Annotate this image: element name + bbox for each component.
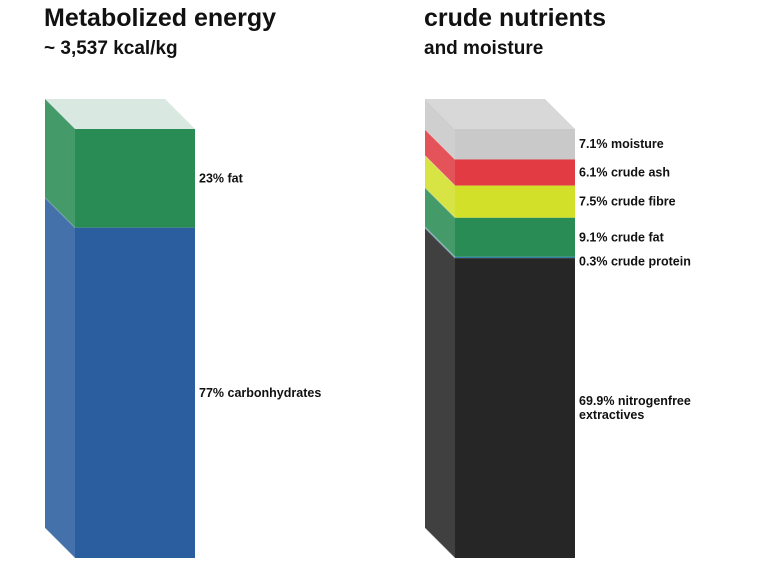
- chart-1-title: Metabolized energy: [44, 4, 276, 32]
- chart-1-segment-1: [75, 129, 195, 228]
- chart-2-label-3: 7.5% crude fibre: [579, 195, 676, 209]
- chart-2-label-2: 6.1% crude ash: [579, 166, 670, 180]
- chart-1-seam: [44, 527, 76, 559]
- chart-2-segment-3: [455, 185, 575, 218]
- chart-1-seam: [44, 197, 76, 229]
- chart-2-segment-1-side: [425, 99, 455, 160]
- chart-1-label-1: 23% fat: [199, 171, 244, 185]
- chart-2-seam: [424, 527, 456, 559]
- chart-2-segment-2: [455, 159, 575, 186]
- chart-1-segment-2: [75, 227, 195, 559]
- chart-2-segment-5: [455, 256, 575, 259]
- chart-1-segment-2-side: [45, 197, 75, 559]
- chart-2-segment-4: [455, 217, 575, 257]
- chart-2-label-4: 9.1% crude fat: [579, 230, 665, 244]
- chart-2-subtitle: and moisture: [424, 38, 544, 59]
- chart-2-segment-2-side: [425, 129, 455, 186]
- chart-2-label-6: 69.9% nitrogenfree extractives: [579, 394, 691, 422]
- chart-2-label-5: 0.3% crude protein: [579, 254, 691, 268]
- chart-2-title: crude nutrients: [424, 4, 606, 32]
- chart-1-subtitle: ~ 3,537 kcal/kg: [44, 38, 178, 59]
- chart-2-seam: [424, 155, 456, 186]
- chart-2-seam: [424, 226, 456, 258]
- chart-2-seam: [424, 227, 456, 259]
- chart-2-segment-5-side: [425, 226, 455, 259]
- chart-2-segment-6-side: [425, 228, 455, 558]
- chart-2-label-1: 7.1% moisture: [579, 137, 664, 151]
- chart-2-seam: [424, 129, 456, 160]
- chart-1-bar-top-face: [45, 99, 195, 129]
- chart-2-bar-top-face: [425, 99, 575, 129]
- chart-2-segment-1: [455, 129, 575, 160]
- chart-2-segment-3-side: [425, 155, 455, 218]
- chart-2-segment-6: [455, 258, 575, 558]
- chart-2-seam: [424, 187, 456, 219]
- chart-2-segment-4-side: [425, 187, 455, 257]
- chart-1-label-2: 77% carbonhydrates: [199, 386, 321, 400]
- chart-1-segment-1-side: [45, 99, 75, 228]
